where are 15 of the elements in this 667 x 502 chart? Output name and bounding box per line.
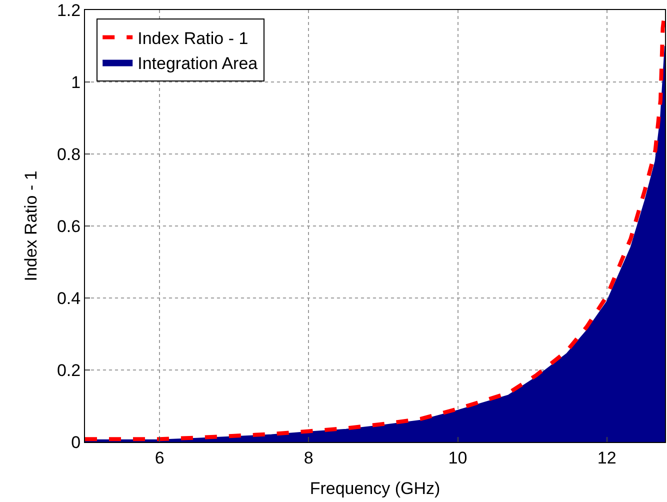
y-tick-label: 1.2 — [56, 0, 81, 20]
y-tick-label: 0.2 — [56, 360, 81, 380]
x-tick-label: 12 — [597, 448, 616, 468]
y-tick-label: 0 — [71, 432, 81, 452]
x-tick-label: 8 — [304, 448, 314, 468]
legend-label: Index Ratio - 1 — [138, 28, 248, 48]
x-axis-title: Frequency (GHz) — [310, 478, 440, 498]
y-tick-label: 0.8 — [56, 144, 81, 164]
y-tick-label: 0.6 — [56, 216, 81, 236]
legend-label: Integration Area — [138, 54, 258, 73]
x-tick-label: 6 — [154, 448, 164, 468]
x-tick-label: 10 — [448, 448, 468, 468]
y-tick-label: 1 — [71, 72, 81, 92]
y-axis-title: Index Ratio - 1 — [22, 170, 41, 282]
y-tick-label: 0.4 — [56, 288, 81, 308]
